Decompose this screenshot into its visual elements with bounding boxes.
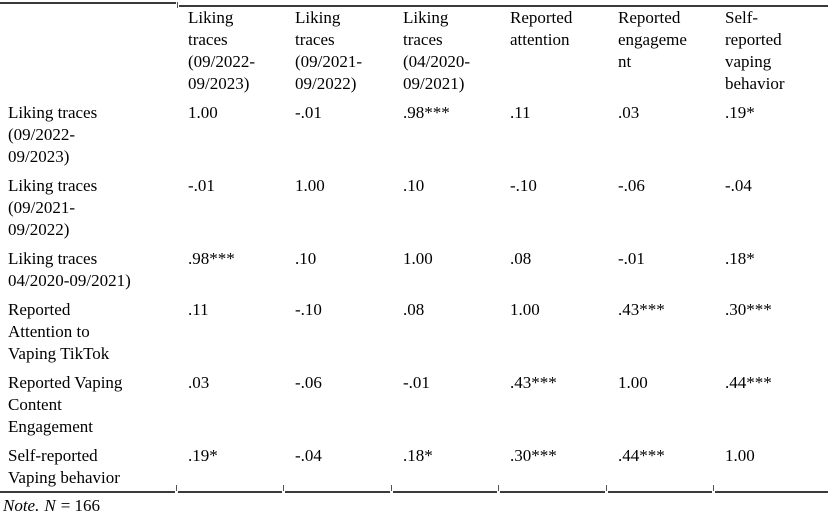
correlation-cell: -.01 [295, 103, 322, 122]
correlation-cell: .43*** [618, 300, 665, 319]
table-row: Self-reported Vaping behavior .19* -.04 … [0, 443, 830, 494]
column-header-liking-traces-2021-2022: Liking traces (09/2021- 09/2022) [295, 8, 363, 93]
bottom-rule-tick [176, 485, 177, 491]
correlation-table: Liking traces (09/2022- 09/2023) Liking … [0, 5, 830, 494]
table-bottom-rule [500, 491, 605, 493]
row-label: Reported Attention to Vaping TikTok [8, 300, 110, 363]
correlation-cell: .18* [725, 249, 755, 268]
correlation-cell: 1.00 [188, 103, 218, 122]
table-bottom-rule [715, 491, 828, 493]
correlation-cell: .10 [403, 176, 425, 195]
correlation-cell: .44*** [725, 373, 772, 392]
table-row: Liking traces 04/2020-09/2021) .98*** .1… [0, 246, 830, 297]
correlation-cell: 1.00 [725, 446, 755, 465]
correlation-cell: -.04 [295, 446, 322, 465]
correlation-cell: .44*** [618, 446, 665, 465]
table-row: Liking traces (09/2022- 09/2023) 1.00 -.… [0, 100, 830, 173]
correlation-cell: -.06 [295, 373, 322, 392]
correlation-cell: .30*** [725, 300, 772, 319]
row-label: Liking traces 04/2020-09/2021) [8, 249, 131, 290]
correlation-cell: .10 [295, 249, 317, 268]
table-row: Liking traces (09/2021- 09/2022) -.01 1.… [0, 173, 830, 246]
correlation-cell: .98*** [403, 103, 450, 122]
correlation-cell: .19* [725, 103, 755, 122]
correlation-cell: .03 [618, 103, 640, 122]
table-bottom-rule [393, 491, 497, 493]
correlation-cell: .19* [188, 446, 218, 465]
correlation-cell: -.01 [188, 176, 215, 195]
table-bottom-rule [285, 491, 390, 493]
correlation-cell: .11 [510, 103, 531, 122]
correlation-cell: -.10 [510, 176, 537, 195]
correlation-cell: 1.00 [618, 373, 648, 392]
bottom-rule-tick [606, 485, 607, 491]
correlation-cell: .11 [188, 300, 209, 319]
correlation-cell: -.01 [403, 373, 430, 392]
row-label: Reported Vaping Content Engagement [8, 373, 123, 436]
column-header-reported-attention: Reported attention [510, 8, 573, 49]
bottom-rule-tick [498, 485, 499, 491]
correlation-cell: -.10 [295, 300, 322, 319]
bottom-rule-tick [713, 485, 714, 491]
correlation-cell: .43*** [510, 373, 557, 392]
table-bottom-rule [0, 491, 175, 493]
correlation-cell: .03 [188, 373, 210, 392]
note-value: = 166 [60, 496, 101, 515]
correlation-cell: .18* [403, 446, 433, 465]
note-label: Note. [3, 496, 40, 515]
table-row: Reported Vaping Content Engagement .03 -… [0, 370, 830, 443]
table-top-rule-right [179, 5, 828, 7]
column-header-liking-traces-2022-2023: Liking traces (09/2022- 09/2023) [188, 8, 256, 93]
correlation-cell: .30*** [510, 446, 557, 465]
note-n-symbol: N [44, 496, 56, 515]
table-note: Note. N = 166 [3, 495, 100, 517]
row-label: Liking traces (09/2022- 09/2023) [8, 103, 98, 166]
row-label: Liking traces (09/2021- 09/2022) [8, 176, 98, 239]
correlation-cell: .98*** [188, 249, 235, 268]
correlation-cell: 1.00 [295, 176, 325, 195]
stub-header-cell [0, 5, 176, 100]
correlation-cell: 1.00 [403, 249, 433, 268]
column-header-self-reported-vaping: Self- reported vaping behavior [725, 8, 785, 93]
correlation-cell: 1.00 [510, 300, 540, 319]
column-header-liking-traces-2020-2021: Liking traces (04/2020- 09/2021) [403, 8, 471, 93]
table-top-rule-left [0, 2, 176, 4]
table-row: Reported Attention to Vaping TikTok .11 … [0, 297, 830, 370]
correlation-cell: -.04 [725, 176, 752, 195]
header-row: Liking traces (09/2022- 09/2023) Liking … [0, 5, 830, 100]
column-header-reported-engagement: Reported engageme nt [618, 8, 687, 71]
row-label: Self-reported Vaping behavior [8, 446, 120, 487]
bottom-rule-tick [391, 485, 392, 491]
correlation-cell: .08 [510, 249, 532, 268]
table-bottom-rule [178, 491, 282, 493]
correlation-cell: .08 [403, 300, 425, 319]
bottom-rule-tick [283, 485, 284, 491]
correlation-cell: -.01 [618, 249, 645, 268]
correlation-cell: -.06 [618, 176, 645, 195]
top-rule-tick [177, 2, 178, 8]
table-bottom-rule [608, 491, 712, 493]
